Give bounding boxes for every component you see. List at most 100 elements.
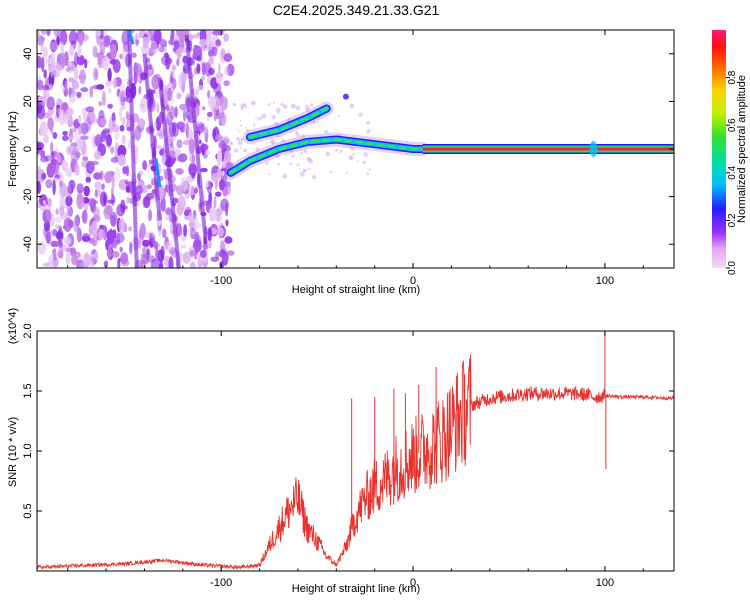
faint-speck xyxy=(237,140,243,146)
noise-speck xyxy=(64,80,68,91)
noise-speck xyxy=(222,158,227,169)
noise-speck xyxy=(117,144,127,158)
faint-speck xyxy=(366,129,371,134)
y-tick-label: -20 xyxy=(22,189,34,205)
noise-speck xyxy=(42,85,50,91)
noise-speck xyxy=(65,167,73,178)
colorbar-label: Normalized spectral amplitude xyxy=(736,75,748,223)
noise-speck xyxy=(94,189,98,198)
faint-speck xyxy=(290,103,296,109)
noise-speck xyxy=(91,134,96,149)
faint-speck xyxy=(303,149,308,153)
noise-speck xyxy=(85,106,95,113)
noise-speck xyxy=(94,250,99,261)
faint-speck xyxy=(233,148,239,153)
noise-speck xyxy=(92,84,101,90)
noise-speck xyxy=(84,58,88,69)
noise-speck xyxy=(107,68,112,82)
noise-speck xyxy=(135,39,140,46)
faint-speck xyxy=(232,102,236,107)
noise-speck xyxy=(61,159,68,172)
noise-speck xyxy=(183,224,188,237)
noise-speck xyxy=(45,57,53,65)
noise-speck xyxy=(150,40,158,55)
noise-speck xyxy=(77,74,87,80)
noise-speck xyxy=(197,84,204,91)
noise-speck xyxy=(44,219,50,232)
faint-speck xyxy=(250,100,256,106)
noise-speck xyxy=(103,193,107,206)
noise-speck xyxy=(67,184,72,199)
noise-speck xyxy=(104,204,113,216)
noise-speck xyxy=(213,83,222,95)
faint-speck xyxy=(324,129,329,134)
noise-speck xyxy=(110,146,115,154)
noise-speck xyxy=(158,261,164,268)
noise-speck xyxy=(211,227,217,235)
faint-speck xyxy=(276,108,281,113)
faint-speck xyxy=(366,172,370,176)
noise-speck xyxy=(124,179,129,185)
noise-speck xyxy=(126,196,131,204)
noise-speck xyxy=(104,171,113,184)
noise-speck xyxy=(68,45,74,56)
noise-speck xyxy=(93,67,98,81)
noise-speck xyxy=(52,179,56,196)
noise-speck xyxy=(139,222,146,239)
faint-speck xyxy=(252,123,256,127)
noise-speck xyxy=(193,44,198,59)
faint-speck xyxy=(272,162,275,164)
snr-multiplier: (x10^4) xyxy=(7,308,19,344)
noise-speck xyxy=(221,96,229,111)
noise-speck xyxy=(189,249,195,257)
noise-speck xyxy=(138,85,142,95)
noise-speck xyxy=(188,33,194,42)
noise-speck xyxy=(196,63,201,74)
noise-speck xyxy=(89,224,93,235)
noise-speck xyxy=(218,140,227,150)
noise-speck xyxy=(99,41,106,56)
faint-speck xyxy=(300,134,306,139)
faint-speck xyxy=(311,123,313,125)
noise-speck xyxy=(40,149,46,158)
faint-speck xyxy=(366,120,371,125)
faint-speck xyxy=(255,117,258,120)
noise-speck xyxy=(121,134,126,145)
noise-speck xyxy=(133,71,138,85)
noise-speck xyxy=(130,52,137,58)
noise-speck xyxy=(148,209,153,222)
noise-speck xyxy=(218,178,225,191)
noise-speck xyxy=(196,123,205,134)
faint-speck xyxy=(277,111,280,115)
x-tick-label: 0 xyxy=(410,275,416,287)
noise-speck xyxy=(157,249,165,263)
noise-speck xyxy=(110,43,117,60)
noise-speck xyxy=(119,124,125,132)
faint-speck xyxy=(337,114,340,118)
noise-speck xyxy=(119,246,123,253)
noise-speck xyxy=(82,209,88,224)
faint-speck xyxy=(309,159,312,161)
faint-speck xyxy=(348,155,353,160)
noise-speck xyxy=(188,211,195,223)
noise-speck xyxy=(65,67,70,72)
noise-speck xyxy=(95,30,100,43)
noise-speck xyxy=(74,163,80,176)
faint-speck xyxy=(257,116,262,121)
noise-speck xyxy=(65,107,73,121)
noise-speck xyxy=(151,74,160,90)
noise-speck xyxy=(73,218,79,233)
noise-speck xyxy=(99,34,105,40)
snr-panel: -100 0 100 0.5 1.0 1.5 2.0 Height of straight … xyxy=(7,308,675,595)
noise-speck xyxy=(142,196,148,209)
colorbar-gradient xyxy=(712,30,726,268)
noise-speck xyxy=(122,166,128,175)
faint-speck xyxy=(299,171,305,177)
faint-speck xyxy=(352,153,355,156)
faint-speck xyxy=(325,151,331,157)
x-tick-label: 0 xyxy=(410,577,416,589)
noise-speck xyxy=(216,30,225,36)
noise-speck xyxy=(142,246,147,254)
faint-speck xyxy=(308,158,314,164)
faint-speck xyxy=(245,106,248,109)
